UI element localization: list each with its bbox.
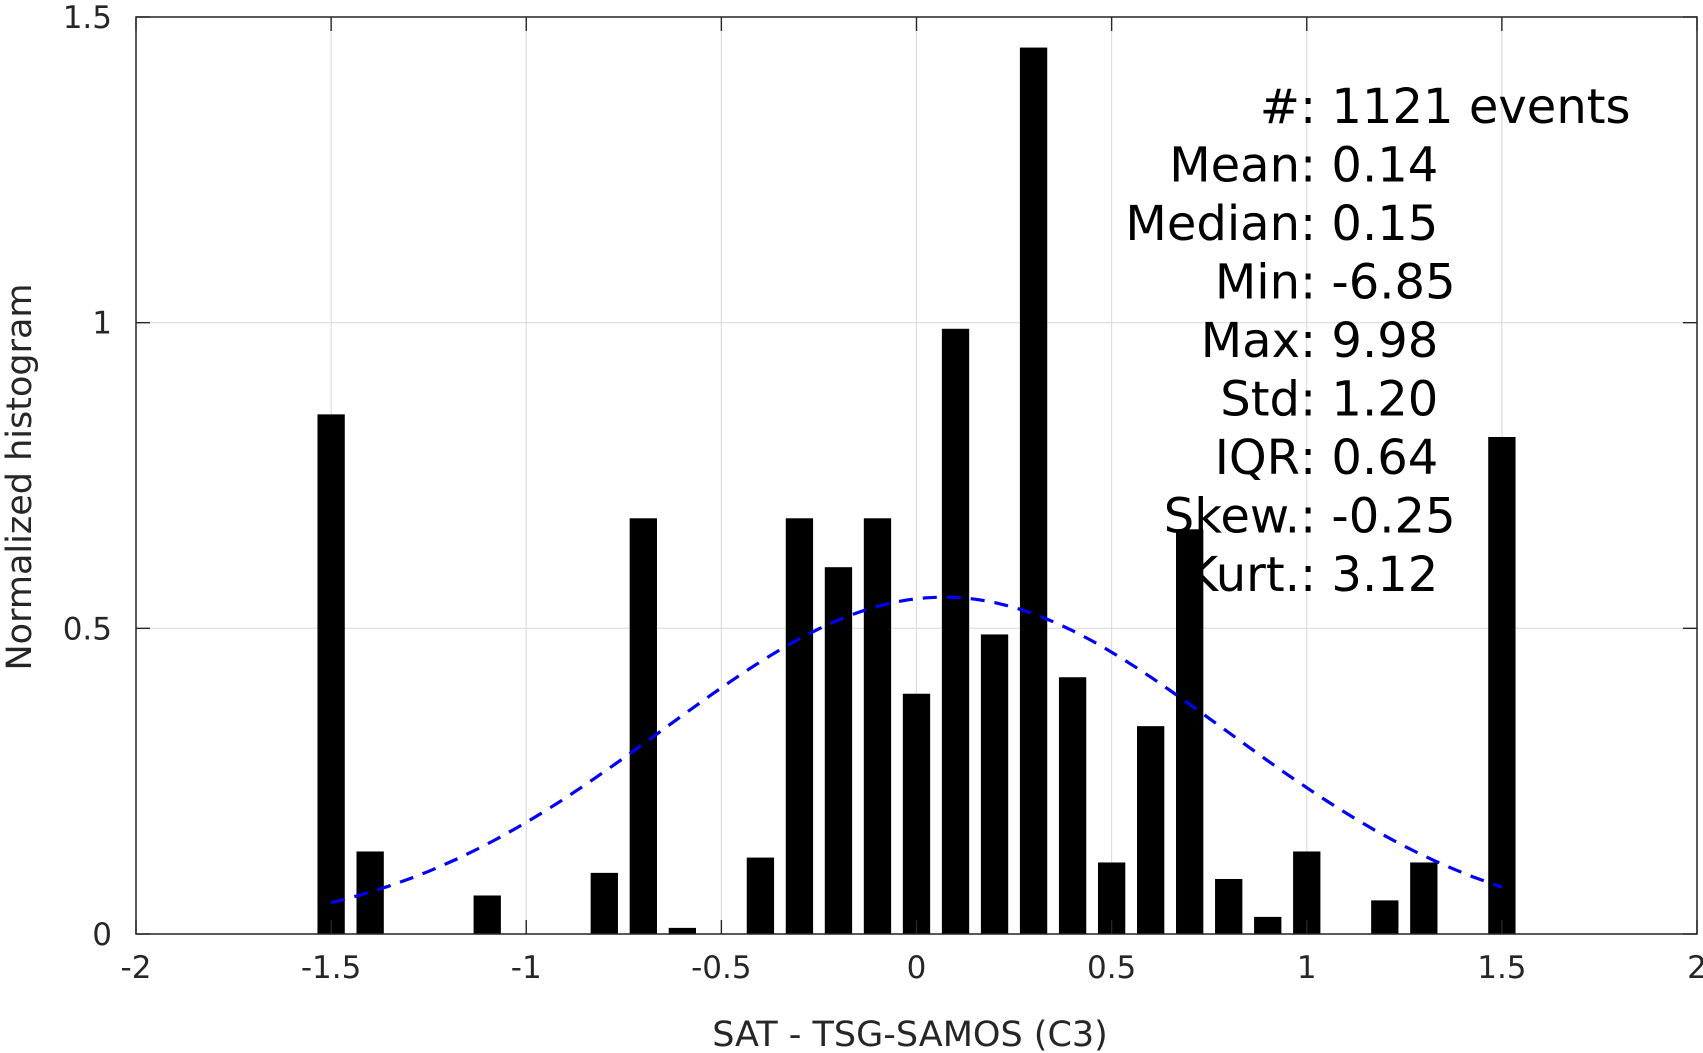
stats-label: #: [1260, 79, 1300, 135]
histogram-bar: [1410, 862, 1438, 934]
histogram-bar: [1058, 677, 1087, 934]
y-tick-label: 1: [92, 306, 112, 342]
y-tick-label: 0.5: [63, 611, 112, 647]
stats-value: : -6.85: [1300, 255, 1456, 311]
histogram-bar: [317, 414, 345, 934]
x-tick-label: -2: [121, 950, 152, 986]
x-tick-label: -1.5: [301, 950, 362, 986]
stats-value: : 0.14: [1300, 138, 1438, 194]
stats-value: : 0.64: [1300, 430, 1438, 486]
histogram-bar: [824, 567, 853, 934]
histogram-bar: [1136, 726, 1165, 934]
histogram-bar: [980, 634, 1009, 934]
stats-value: : 1.20: [1300, 372, 1438, 428]
x-tick-label: -0.5: [691, 950, 752, 986]
histogram-bar: [863, 518, 892, 934]
histogram-bar: [668, 927, 697, 934]
histogram-bar: [902, 693, 931, 934]
fit-curve-layer: [330, 595, 1503, 905]
stats-label: Min: [1215, 255, 1300, 311]
stats-label: Max: [1201, 313, 1300, 369]
gaussian-fit-curve: [330, 595, 1503, 905]
histogram-bars: [317, 47, 1516, 935]
x-tick-label: 2: [1687, 950, 1703, 986]
histogram-bar: [746, 857, 775, 934]
axis-ticks: -2 -1.5 -1 -0.5 0 0.5 1 1.5 2 0 0.5 1 1.5: [63, 0, 1703, 986]
x-tick-label: 1: [1297, 950, 1317, 986]
stats-label: Std: [1220, 372, 1300, 428]
stats-label: Skew.: [1164, 489, 1300, 545]
histogram-bar: [356, 851, 384, 934]
y-tick-label: 1.5: [63, 0, 112, 36]
stats-value: : 3.12: [1300, 547, 1438, 603]
histogram-bar: [473, 895, 501, 934]
stats-value: : 9.98: [1300, 313, 1438, 369]
stats-value: : -0.25: [1300, 489, 1456, 545]
stats-label: Mean: [1169, 138, 1300, 194]
histogram-bar: [590, 872, 618, 934]
y-axis-title: Normalized histogram: [0, 283, 40, 670]
stats-label: Kurt.: [1187, 547, 1300, 603]
histogram-bar: [785, 518, 814, 934]
y-tick-label: 0: [92, 917, 112, 953]
x-tick-label: 1.5: [1477, 950, 1526, 986]
x-tick-label: 0.5: [1087, 950, 1136, 986]
histogram-bar: [1176, 529, 1204, 934]
histogram-bar: [1254, 916, 1282, 934]
histogram-bar: [941, 328, 970, 934]
x-tick-label: 0: [907, 950, 927, 986]
stats-value: : 0.15: [1300, 196, 1438, 252]
stats-label: IQR: [1215, 430, 1300, 486]
stats-label: Median: [1125, 196, 1300, 252]
histogram-bar: [1215, 878, 1243, 934]
x-axis-title: SAT - TSG-SAMOS (C3): [712, 1015, 1108, 1053]
x-tick-label: -1: [511, 950, 542, 986]
histogram-bar: [1488, 436, 1516, 934]
stats-value: : 1121 events: [1300, 79, 1631, 135]
histogram-bar: [629, 518, 657, 934]
histogram-bar: [1019, 47, 1048, 935]
histogram-bar: [1371, 900, 1399, 934]
